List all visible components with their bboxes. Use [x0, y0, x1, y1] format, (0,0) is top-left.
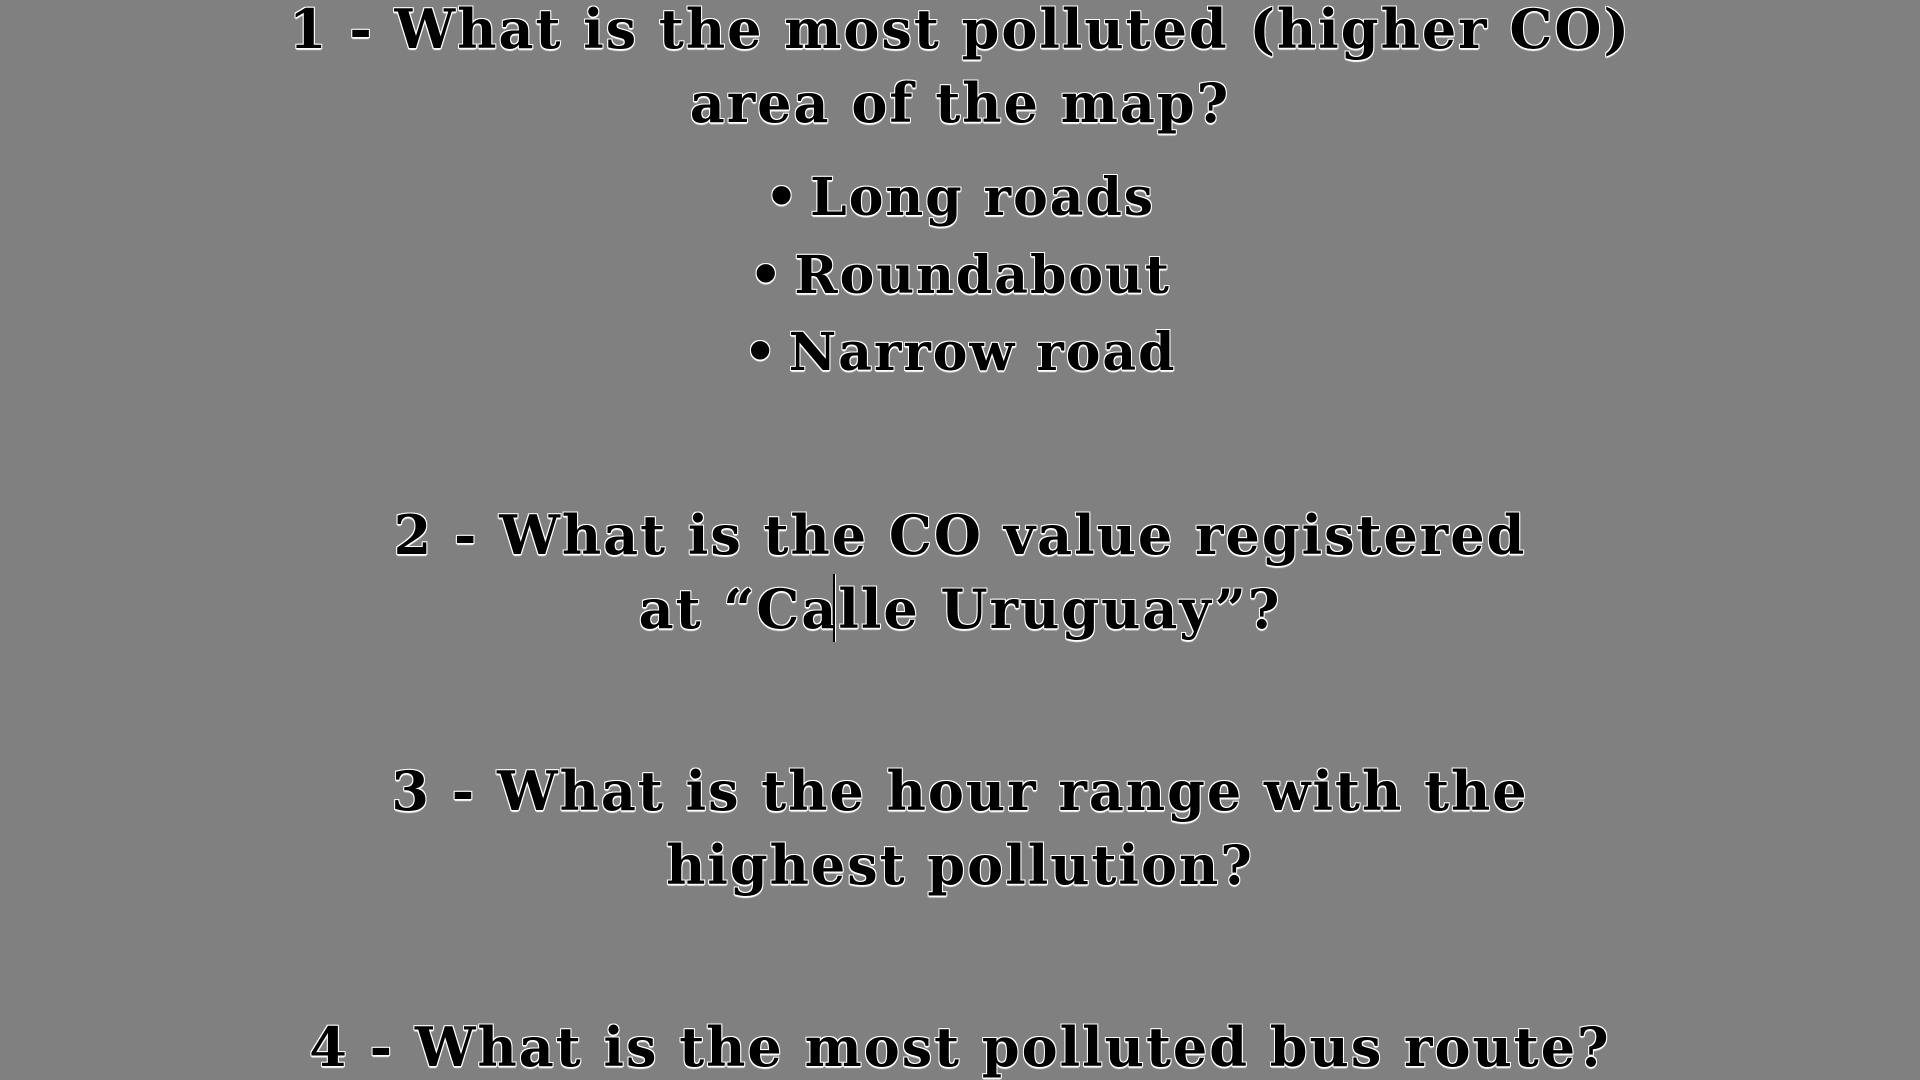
bullet-icon: •	[764, 167, 801, 228]
question-3-line-1: 3 - What is the hour range with the	[391, 759, 1529, 823]
option-label: Roundabout	[794, 245, 1171, 306]
option-roundabout: • Roundabout	[0, 239, 1920, 313]
bullet-icon: •	[743, 322, 779, 383]
bullet-icon: •	[749, 245, 785, 306]
question-2-line-2[interactable]: at “Calle Uruguay”?	[638, 577, 1282, 641]
option-label: Narrow road	[788, 322, 1177, 383]
option-long-roads: • Long roads	[0, 161, 1920, 235]
text-cursor	[833, 574, 835, 642]
question-4-line-1: 4 - What is the most polluted bus route?	[309, 1015, 1611, 1079]
question-3-line-2: highest pollution?	[666, 833, 1254, 897]
question-1-line-2: area of the map?	[689, 71, 1231, 135]
option-narrow-road: • Narrow road	[0, 316, 1920, 390]
question-2-line-1: 2 - What is the CO value registered	[393, 503, 1527, 567]
question-1-line-1: 1 - What is the most polluted (higher CO…	[288, 0, 1632, 61]
option-label: Long roads	[810, 167, 1156, 228]
